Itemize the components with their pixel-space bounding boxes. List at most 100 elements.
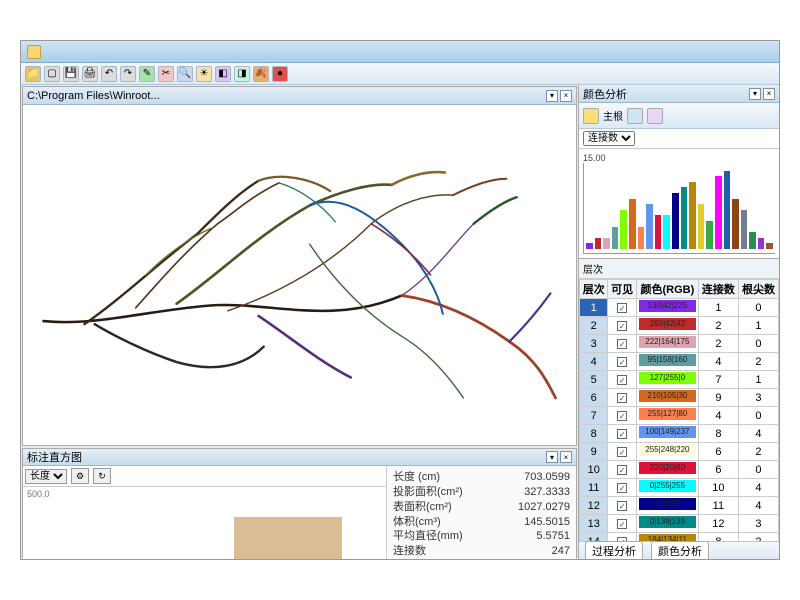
table-header: 根尖数 — [738, 280, 778, 299]
table-row[interactable]: 8✓100|149|23784 — [580, 425, 779, 443]
chart-bar — [724, 171, 731, 249]
root-drawing — [23, 105, 576, 445]
toolbar-button[interactable]: 🍂 — [253, 66, 269, 82]
toolbar-button[interactable]: 💾 — [63, 66, 79, 82]
table-row[interactable]: 7✓255|127|8040 — [580, 407, 779, 425]
histogram-left: 长度 ⚙ ↻ 500.0 0.50 1.00 直径(mm) — [23, 466, 386, 559]
panel-close-icon[interactable]: × — [560, 451, 572, 463]
panel-close-icon[interactable]: × — [763, 88, 775, 100]
chart-bar — [758, 238, 765, 249]
stat-row: 长度 (cm)703.0599 — [393, 470, 570, 485]
left-column: C:\Program Files\Winroot... ▾ × 标注直方图 ▾ … — [21, 85, 579, 559]
stat-row: 表面积(cm²)1027.0279 — [393, 500, 570, 515]
chart-bar — [732, 199, 739, 249]
chart-bar — [672, 193, 679, 249]
analysis-icon[interactable] — [583, 108, 599, 124]
chart-bar — [698, 204, 705, 249]
chart-bar — [638, 227, 645, 249]
histogram-header: 标注直方图 ▾ × — [23, 449, 576, 466]
analysis-table: 层次可见颜色(RGB)连接数根尖数 1✓130|42|225102✓193|42… — [579, 279, 779, 541]
hist-bar — [234, 517, 343, 559]
chart-bar — [586, 243, 593, 249]
histogram-metric-select[interactable]: 长度 — [25, 469, 67, 484]
chart-bar — [620, 210, 627, 249]
toolbar-button[interactable]: ✂ — [158, 66, 174, 82]
analysis-bar-chart — [583, 163, 775, 254]
toolbar-button[interactable]: ↷ — [120, 66, 136, 82]
stat-row: 连接数247 — [393, 544, 570, 559]
hist-tool-icon[interactable]: ⚙ — [71, 468, 89, 484]
image-panel-header: C:\Program Files\Winroot... ▾ × — [23, 87, 576, 105]
chart-bar — [603, 238, 610, 249]
right-column: 颜色分析 ▾ × 主根 连接数 15.00 层次 — [579, 85, 779, 559]
footer-tab-color[interactable]: 颜色分析 — [651, 541, 709, 560]
stat-row: 平均直径(mm)5.5751 — [393, 529, 570, 544]
table-row[interactable]: 3✓222|164|17520 — [580, 335, 779, 353]
toolbar-button[interactable]: 🔍 — [177, 66, 193, 82]
table-header: 颜色(RGB) — [636, 280, 698, 299]
toolbar-button[interactable]: ◧ — [215, 66, 231, 82]
image-panel-title: C:\Program Files\Winroot... — [27, 90, 160, 102]
table-row[interactable]: 9✓255|248|22062 — [580, 443, 779, 461]
analysis-chart-max: 15.00 — [583, 153, 775, 163]
chart-bar — [706, 221, 713, 249]
footer-tab-process[interactable]: 过程分析 — [585, 541, 643, 560]
table-row[interactable]: 10✓220|20|6060 — [580, 461, 779, 479]
table-row[interactable]: 5✓127|255|071 — [580, 371, 779, 389]
toolbar-button[interactable]: ✎ — [139, 66, 155, 82]
right-footer: 过程分析 颜色分析 — [579, 541, 779, 559]
analysis-table-wrap[interactable]: 层次可见颜色(RGB)连接数根尖数 1✓130|42|225102✓193|42… — [579, 279, 779, 541]
main-toolbar: 📁▢💾🖨↶↷✎✂🔍☀◧◨🍂● — [21, 63, 779, 85]
table-row[interactable]: 4✓95|158|16042 — [580, 353, 779, 371]
analysis-title: 颜色分析 — [583, 86, 627, 102]
toolbar-button[interactable]: ▢ — [44, 66, 60, 82]
table-header: 层次 — [580, 280, 608, 299]
panel-pin-icon[interactable]: ▾ — [546, 451, 558, 463]
table-caption: 层次 — [579, 259, 779, 279]
analysis-toolbar: 主根 — [579, 103, 779, 129]
toolbar-button[interactable]: 🖨 — [82, 66, 98, 82]
chart-bar — [663, 215, 670, 249]
panel-close-icon[interactable]: × — [560, 90, 572, 102]
chart-bar — [655, 215, 662, 249]
chart-bar — [749, 232, 756, 249]
hist-y-label: 500.0 — [27, 489, 50, 499]
chart-bar — [715, 176, 722, 249]
table-row[interactable]: 14✓184|134|1182 — [580, 533, 779, 542]
toolbar-button[interactable]: ↶ — [101, 66, 117, 82]
analysis-config-icon[interactable] — [627, 108, 643, 124]
workspace: C:\Program Files\Winroot... ▾ × 标注直方图 ▾ … — [21, 85, 779, 559]
image-canvas[interactable] — [23, 105, 576, 445]
toolbar-button[interactable]: ☀ — [196, 66, 212, 82]
table-row[interactable]: 1✓130|42|22510 — [580, 299, 779, 317]
chart-bar — [766, 243, 773, 249]
app-icon — [27, 45, 41, 59]
toolbar-button[interactable]: 📁 — [25, 66, 41, 82]
chart-bar — [681, 187, 688, 249]
toolbar-button[interactable]: ◨ — [234, 66, 250, 82]
analysis-palette-icon[interactable] — [647, 108, 663, 124]
table-row[interactable]: 6✓210|105|3093 — [580, 389, 779, 407]
histogram-panel: 标注直方图 ▾ × 长度 ⚙ ↻ 500.0 — [22, 448, 577, 558]
table-header: 连接数 — [698, 280, 738, 299]
table-row[interactable]: 11✓0|255|255104 — [580, 479, 779, 497]
panel-pin-icon[interactable]: ▾ — [546, 90, 558, 102]
chart-bar — [689, 182, 696, 249]
toolbar-button[interactable]: ● — [272, 66, 288, 82]
panel-pin-icon[interactable]: ▾ — [749, 88, 761, 100]
table-row[interactable]: 2✓193|42|4221 — [580, 317, 779, 335]
stat-row: 体积(cm³)145.5015 — [393, 515, 570, 530]
chart-bar — [629, 199, 636, 249]
table-row[interactable]: 13✓0|139|139123 — [580, 515, 779, 533]
titlebar — [21, 41, 779, 63]
table-header: 可见 — [608, 280, 636, 299]
image-panel: C:\Program Files\Winroot... ▾ × — [22, 86, 577, 446]
analysis-metric-select[interactable]: 连接数 — [583, 131, 635, 146]
app-window: 📁▢💾🖨↶↷✎✂🔍☀◧◨🍂● C:\Program Files\Winroot.… — [20, 40, 780, 560]
table-row[interactable]: 12✓0|0|139114 — [580, 497, 779, 515]
chart-bar — [612, 227, 619, 249]
histogram-chart: 500.0 0.50 1.00 直径(mm) — [23, 486, 386, 559]
hist-refresh-icon[interactable]: ↻ — [93, 468, 111, 484]
histogram-title: 标注直方图 — [27, 449, 82, 465]
chart-bar — [595, 238, 602, 249]
